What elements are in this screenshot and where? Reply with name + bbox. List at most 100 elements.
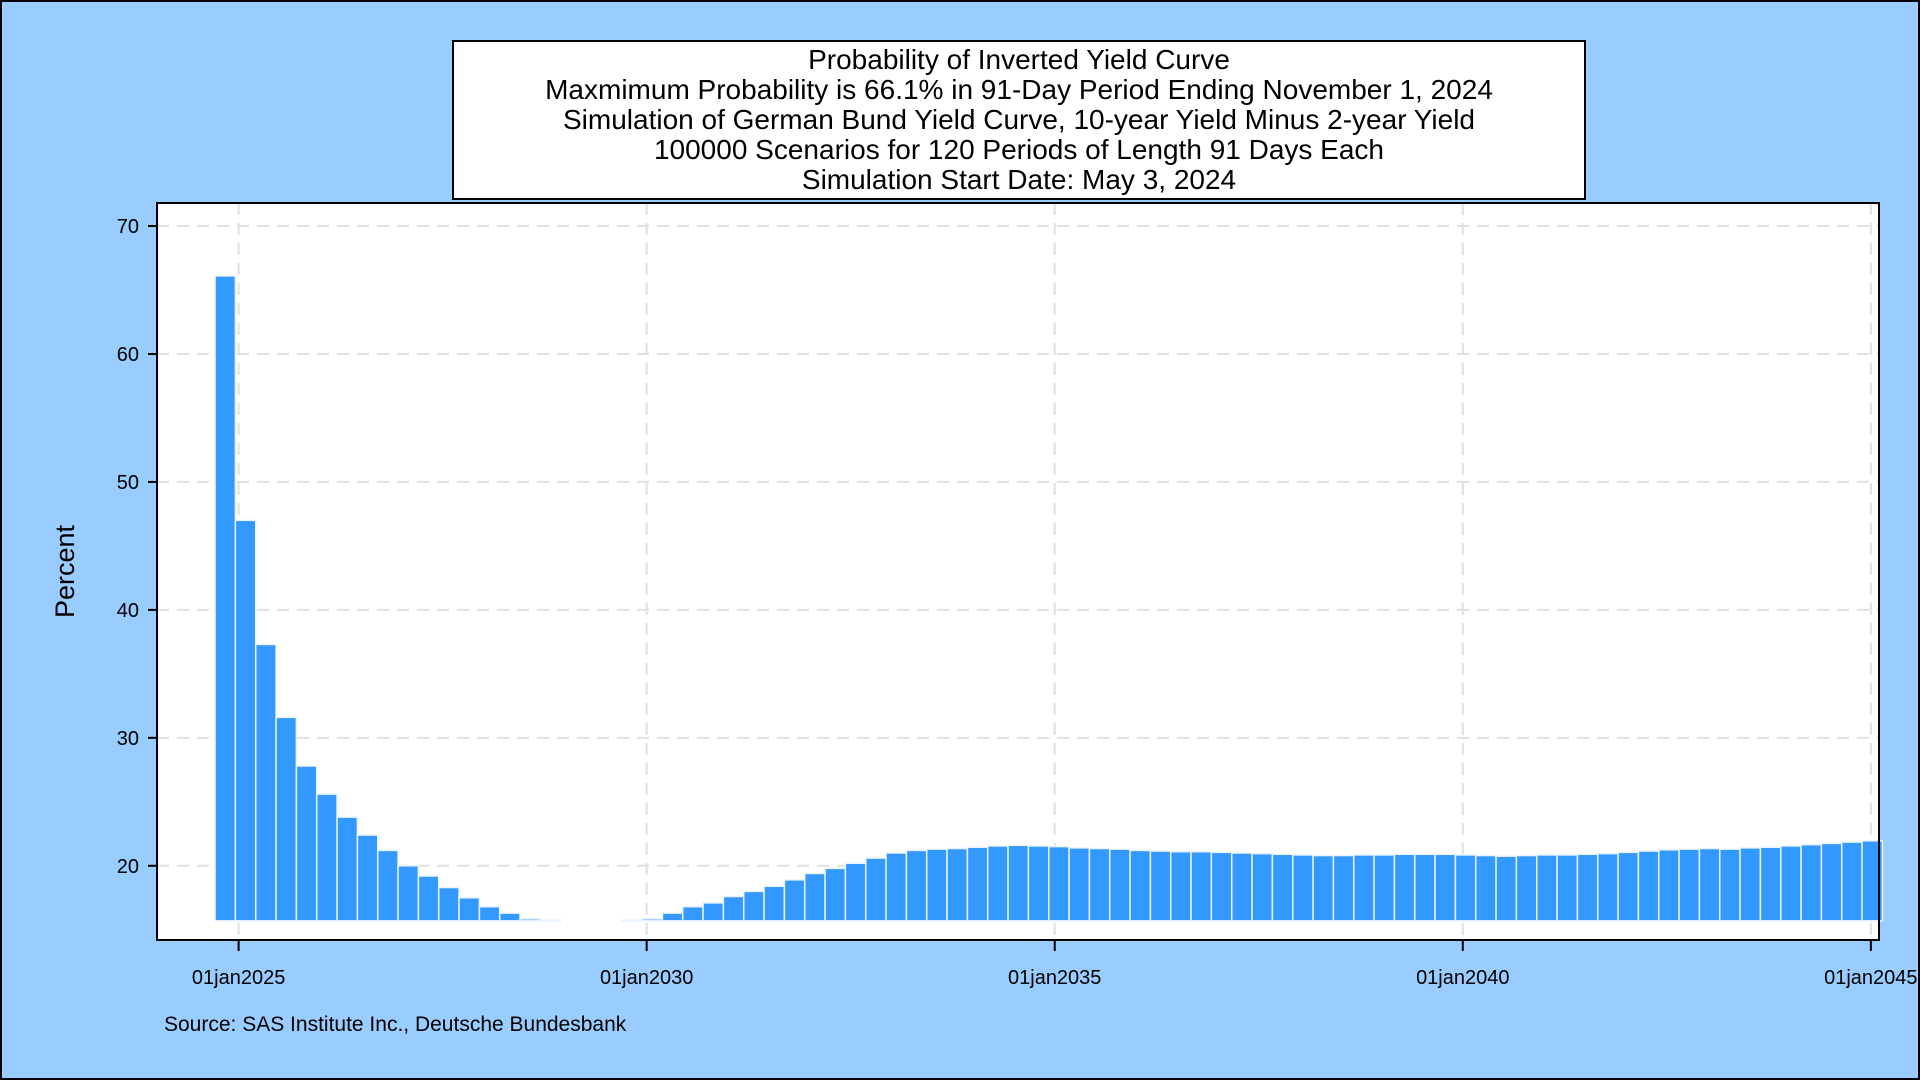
bar-16 [519, 918, 542, 922]
bar-17 [539, 919, 562, 922]
bar-78 [1779, 845, 1802, 922]
bar-43 [1068, 847, 1091, 922]
y-tick-label: 40 [117, 600, 139, 622]
bar-62 [1454, 854, 1477, 922]
plot-background [157, 203, 1879, 940]
bar-37 [946, 847, 969, 922]
bar-30 [803, 872, 826, 922]
bar-68 [1576, 853, 1599, 922]
bar-7 [336, 816, 359, 922]
bar-23 [661, 912, 684, 922]
bar-53 [1271, 853, 1294, 922]
bar-3 [254, 643, 277, 922]
bar-81 [1840, 841, 1863, 922]
bar-11 [417, 875, 440, 922]
bar-52 [1251, 852, 1274, 922]
bar-55 [1312, 854, 1335, 922]
x-tick-label: 01jan2030 [600, 967, 693, 989]
bar-80 [1820, 842, 1843, 922]
bar-27 [742, 890, 765, 922]
bar-32 [844, 862, 867, 922]
x-tick-label: 01jan2045 [1824, 967, 1917, 989]
bar-41 [1027, 845, 1050, 922]
y-tick-label: 50 [117, 472, 139, 494]
bar-56 [1332, 854, 1355, 922]
bar-22 [641, 918, 664, 922]
bar-69 [1596, 852, 1619, 922]
bar-14 [478, 905, 501, 922]
bar-79 [1800, 843, 1823, 922]
bar-21 [620, 919, 643, 922]
bar-25 [702, 902, 725, 922]
bar-12 [437, 886, 460, 922]
y-tick-label: 70 [117, 216, 139, 238]
chart-subtitle-start-date: Simulation Start Date: May 3, 2024 [801, 164, 1237, 195]
bar-64 [1495, 855, 1518, 922]
chart-title-box: Probability of Inverted Yield Curve Maxm… [452, 40, 1586, 200]
bar-67 [1556, 854, 1579, 922]
bar-60 [1413, 853, 1436, 922]
bar-45 [1108, 848, 1131, 922]
bar-34 [885, 852, 908, 922]
bar-61 [1434, 853, 1457, 922]
bar-77 [1759, 846, 1782, 922]
bar-35 [905, 849, 928, 922]
y-tick-label: 30 [117, 728, 139, 750]
bar-5 [295, 765, 318, 922]
bar-47 [1149, 850, 1172, 922]
bar-15 [498, 912, 521, 922]
bar-75 [1718, 848, 1741, 922]
source-note: Source: SAS Institute Inc., Deutsche Bun… [164, 1013, 627, 1036]
bar-74 [1698, 847, 1721, 922]
bar-59 [1393, 853, 1416, 922]
chart-title: Probability of Inverted Yield Curve [808, 44, 1230, 75]
bar-24 [681, 905, 704, 922]
bar-48 [1169, 850, 1192, 922]
chart-subtitle-simulation: Simulation of German Bund Yield Curve, 1… [562, 104, 1476, 135]
bar-71 [1637, 850, 1660, 922]
bar-82 [1861, 840, 1884, 922]
bar-6 [315, 793, 338, 922]
bar-8 [356, 834, 379, 922]
bar-70 [1617, 851, 1640, 922]
bar-58 [1373, 854, 1396, 922]
chart-subtitle-scenarios: 100000 Scenarios for 120 Periods of Leng… [653, 134, 1385, 165]
bar-38 [966, 846, 989, 922]
bar-26 [722, 895, 745, 922]
bar-9 [376, 849, 399, 922]
bar-54 [1291, 854, 1314, 922]
bar-50 [1210, 851, 1233, 922]
chart-subtitle-max-probability: Maxmimum Probability is 66.1% in 91-Day … [545, 74, 1493, 105]
bar-28 [763, 885, 786, 922]
bar-1 [214, 275, 237, 922]
y-tick-label: 20 [117, 856, 139, 878]
bar-66 [1535, 854, 1558, 922]
bar-57 [1352, 854, 1375, 922]
bar-73 [1678, 848, 1701, 922]
bar-42 [1047, 845, 1070, 922]
bar-13 [458, 897, 481, 922]
x-tick-label: 01jan2025 [192, 967, 285, 989]
bar-10 [397, 865, 420, 922]
y-tick-label: 60 [117, 344, 139, 366]
bar-51 [1230, 852, 1253, 922]
bar-46 [1129, 849, 1152, 922]
bar-33 [864, 857, 887, 922]
bar-65 [1515, 854, 1538, 922]
bar-72 [1657, 849, 1680, 922]
bar-39 [986, 845, 1009, 922]
bar-63 [1474, 854, 1497, 922]
y-axis-title: Percent [50, 524, 80, 618]
bar-44 [1088, 847, 1111, 922]
bar-29 [783, 879, 806, 922]
bar-49 [1190, 850, 1213, 922]
plot-frame [156, 202, 1880, 941]
x-tick-label: 01jan2035 [1008, 967, 1101, 989]
bar-2 [234, 519, 257, 922]
bar-31 [824, 867, 847, 922]
bar-36 [925, 848, 948, 922]
bar-76 [1739, 847, 1762, 922]
x-tick-label: 01jan2040 [1416, 967, 1509, 989]
